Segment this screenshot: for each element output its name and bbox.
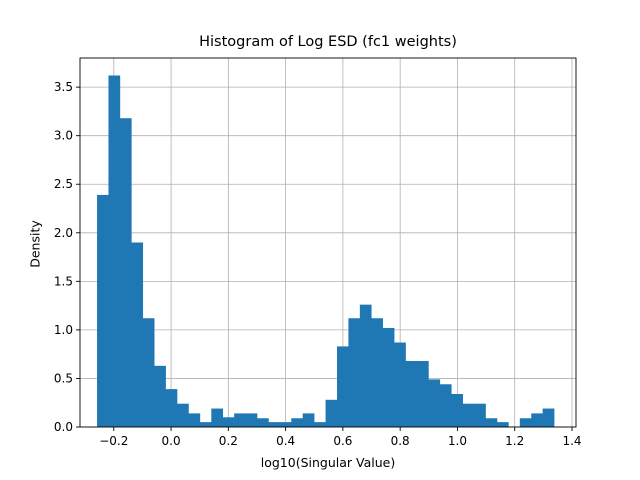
histogram-bar — [268, 422, 281, 427]
histogram-bar — [428, 379, 441, 427]
histogram-bar — [531, 413, 543, 427]
y-tick-label: 3.5 — [54, 80, 73, 94]
histogram-bar — [245, 413, 258, 427]
histogram-bar — [199, 422, 212, 427]
x-tick-label: 0.4 — [276, 434, 295, 448]
histogram-bar — [97, 194, 109, 427]
histogram-bar — [416, 360, 429, 427]
x-tick-label: 0.6 — [333, 434, 352, 448]
histogram-bar — [519, 418, 532, 427]
x-tick-label: −0.2 — [99, 434, 128, 448]
histogram-bar — [108, 75, 121, 428]
histogram-bar — [131, 242, 144, 427]
axes-frame — [79, 57, 577, 428]
y-tick-label: 2.5 — [54, 177, 73, 191]
histogram-bar — [142, 318, 155, 427]
histogram-bar — [314, 422, 326, 427]
histogram-bar — [348, 318, 361, 427]
histogram-bar — [451, 393, 463, 427]
histogram-bar — [279, 422, 292, 427]
y-tick-label: 1.5 — [54, 274, 73, 288]
histogram-bar — [371, 318, 383, 427]
histogram-bar — [405, 360, 418, 427]
histogram-bar — [462, 403, 475, 427]
y-tick-label: 0.5 — [54, 371, 73, 385]
histogram-bar — [439, 384, 452, 427]
histogram-bar — [325, 399, 338, 427]
histogram-bar — [234, 413, 246, 427]
histogram-bar — [211, 408, 224, 427]
histogram-bar — [542, 408, 555, 427]
histogram-bar — [359, 304, 372, 427]
histogram-bar — [394, 342, 406, 427]
x-tick-label: 0.8 — [391, 434, 410, 448]
histogram-bar — [382, 327, 395, 427]
histogram-bar — [496, 422, 509, 427]
histogram-bar — [257, 418, 269, 427]
x-tick-label: 1.2 — [505, 434, 524, 448]
y-tick-label: 1.0 — [54, 323, 73, 337]
x-tick-label: 1.4 — [562, 434, 581, 448]
histogram-bar — [165, 389, 178, 427]
histogram-bar — [485, 418, 498, 427]
y-axis-label: Density — [27, 220, 43, 268]
histogram-bar — [474, 403, 486, 427]
histogram-bar — [188, 413, 201, 427]
y-tick-label: 2.0 — [54, 226, 73, 240]
y-tick-label: 3.0 — [54, 129, 73, 143]
histogram-bar — [177, 403, 189, 427]
histogram-bar — [291, 418, 304, 427]
y-tick-label: 0.0 — [54, 420, 73, 434]
x-tick-label: 0.0 — [162, 434, 181, 448]
x-tick-label: 1.0 — [448, 434, 467, 448]
x-axis-label: log10(Singular Value) — [260, 455, 396, 470]
chart-title: Histogram of Log ESD (fc1 weights) — [199, 34, 457, 50]
histogram-bar — [336, 346, 349, 427]
histogram-bar — [119, 118, 132, 427]
histogram-bar — [222, 417, 235, 427]
x-tick-label: 0.2 — [219, 434, 238, 448]
histogram-bar — [302, 413, 315, 427]
histogram-bar — [154, 365, 166, 427]
